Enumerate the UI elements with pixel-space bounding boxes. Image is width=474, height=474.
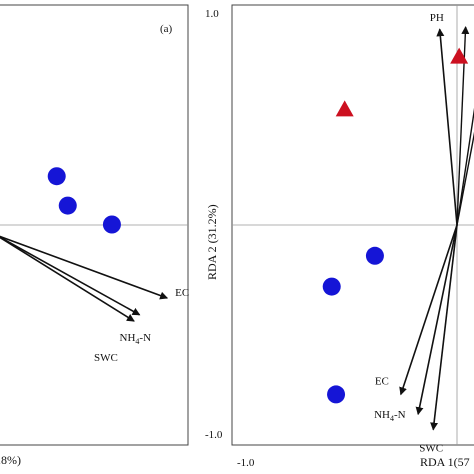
site-point-circle-2 <box>365 246 384 265</box>
vector-nh-n-arrow <box>415 224 458 416</box>
panel-b-y-axis-label: RDA 2 (31.2%) <box>205 204 219 280</box>
vector-ec-label: EC <box>375 375 389 387</box>
site-point-circle-2 <box>102 215 121 234</box>
site-point-triangle-1 <box>450 47 469 64</box>
panel-b-unlabeled-vector-2 <box>456 131 474 226</box>
site-point-circle-4 <box>327 385 346 404</box>
panel-a-x-axis-label: .8%) <box>0 453 21 467</box>
vector-swc-label: SWC <box>419 443 443 455</box>
vector-swc-arrow <box>430 224 458 431</box>
panel-b-x-axis-label: RDA 1(57 <box>420 455 470 469</box>
vector-ec-arrow <box>0 235 169 300</box>
vector-ph-arrow <box>436 28 458 226</box>
site-point-circle-1 <box>58 196 77 215</box>
vector-nh-n-label: NH4-N <box>120 332 152 346</box>
vector-ph-label: PH <box>430 12 444 24</box>
vector-swc-label: SWC <box>94 352 118 364</box>
site-point-triangle-0 <box>335 100 354 117</box>
panel-a-label: (a) <box>160 23 173 35</box>
site-point-circle-3 <box>322 277 341 296</box>
vector-ec-label: EC <box>175 287 189 299</box>
vector-ec-arrow <box>399 224 458 396</box>
vector-nh-n-arrow <box>0 236 141 316</box>
panel-b-y-tick-max: 1.0 <box>205 8 219 20</box>
panel-b-unlabeled-vector-1 <box>456 107 474 226</box>
panel-b-y-tick-min: -1.0 <box>205 429 223 441</box>
panel-b-plot: PH EC NH4-N SWC <box>322 12 474 455</box>
panel-b-x-tick-min: -1.0 <box>237 457 255 469</box>
site-point-circle-0 <box>47 167 66 186</box>
vector-swc-arrow <box>0 236 135 322</box>
vector-nh-n-label: NH4-N <box>374 409 406 423</box>
